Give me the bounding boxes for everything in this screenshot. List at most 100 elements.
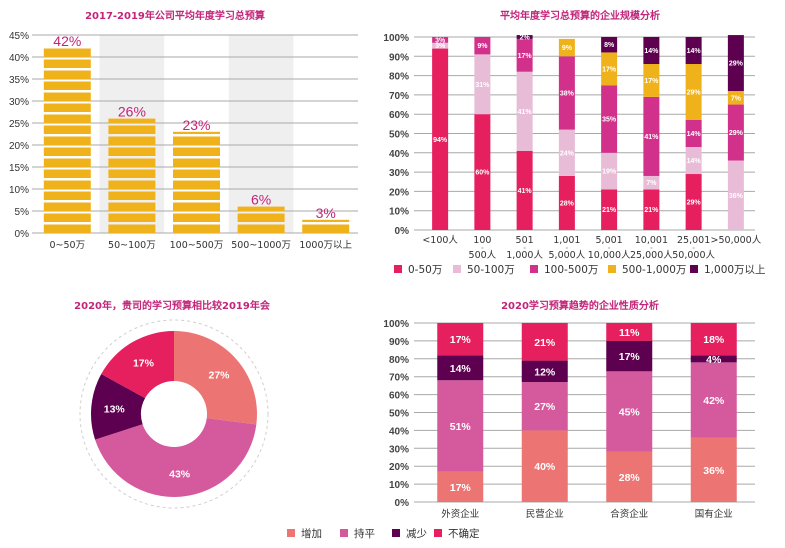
y-tick-label: 90% xyxy=(389,337,409,348)
data-label: 14% xyxy=(450,363,472,375)
data-label: 17% xyxy=(450,482,472,494)
legend-label: 增加 xyxy=(301,527,322,540)
data-label: 26% xyxy=(118,104,146,120)
bar-stripe xyxy=(173,180,220,189)
donut-slice xyxy=(95,418,257,497)
bar-stripe xyxy=(43,180,91,189)
bar-stripe xyxy=(302,224,350,233)
bar-stripe xyxy=(43,169,91,178)
x-tick-label: 5,001 xyxy=(596,235,623,246)
y-tick-label: 70% xyxy=(389,91,409,102)
data-label: 21% xyxy=(602,207,617,214)
bar-stripe xyxy=(43,48,91,57)
x-tick-label: 25,001 xyxy=(677,235,710,246)
y-tick-label: 90% xyxy=(389,52,409,63)
data-label: 38% xyxy=(560,90,575,97)
bar-segment xyxy=(601,85,618,153)
data-label: 3% xyxy=(316,205,336,221)
bar-0 xyxy=(43,48,91,233)
stacked-bar-6: 29% 14% 14% 29% 14% xyxy=(685,37,702,230)
y-tick-label: 50% xyxy=(389,409,409,420)
donut-slice xyxy=(91,374,146,440)
x-tick-label: 1,000人 xyxy=(506,250,543,261)
bar-segment xyxy=(685,174,702,230)
y-tick-label: 40% xyxy=(389,149,409,160)
bar-segment xyxy=(521,430,568,502)
bar-segment xyxy=(516,150,533,230)
data-label: 14% xyxy=(687,158,702,165)
x-tick-label: 50,000人 xyxy=(672,250,715,261)
y-tick-label: 40% xyxy=(389,426,409,437)
bar-stripe xyxy=(302,219,350,222)
bars xyxy=(43,48,350,233)
bar-stripe xyxy=(173,202,220,211)
bar-segment xyxy=(601,152,618,190)
data-label: 29% xyxy=(687,200,702,207)
bar-stripe xyxy=(108,136,156,145)
legend-swatch xyxy=(392,529,400,537)
data-label: 17% xyxy=(450,334,472,346)
chart-company-type-trend: 2020学习预算趋势的企业性质分析 0% 10% 20% 30% 40% 50% 60% 70… xyxy=(287,299,755,540)
chart-title: 2020学习预算趋势的企业性质分析 xyxy=(501,299,659,312)
bar-stripe xyxy=(173,213,220,222)
bar-segment xyxy=(643,96,660,176)
bar-stripe xyxy=(108,147,156,156)
bar-stripe xyxy=(108,118,156,123)
data-label: 28% xyxy=(619,472,641,484)
stacked-bars: 94% 3%3% 60% 31% 9% 41% 41% 17% 2% 28% 24% 38% 9% 21%… xyxy=(432,35,744,230)
bar-stripe xyxy=(43,147,91,156)
bar-segment xyxy=(437,380,484,472)
bar-segment xyxy=(685,37,702,65)
bar-segment xyxy=(437,471,484,502)
legend-label: 100-500万 xyxy=(544,264,598,276)
y-tick-label: 20% xyxy=(389,462,409,473)
data-label: 11% xyxy=(619,327,640,339)
y-tick-label: 10% xyxy=(9,185,29,196)
stacked-bar-1: 40% 27% 12% 21% xyxy=(521,323,568,502)
bar-segment xyxy=(521,360,568,383)
x-tick-label: 501 xyxy=(516,235,534,246)
bar-stripe xyxy=(108,213,156,222)
legend-label: 1,000万以上 xyxy=(704,264,766,276)
legend-label: 0-50万 xyxy=(408,264,442,276)
data-labels: 42% 26% 23% 6% 3% xyxy=(53,33,336,221)
bar-stripe xyxy=(43,70,91,79)
y-tick-label: 100% xyxy=(383,33,409,44)
legend-swatch xyxy=(434,529,442,537)
stacked-bar-7: 36% 29% 7% 29% xyxy=(727,35,744,230)
data-label: 31% xyxy=(475,82,490,89)
data-label: 29% xyxy=(687,90,702,97)
y-tick-label: 50% xyxy=(389,130,409,141)
bar-stripe xyxy=(108,224,156,233)
y-axis-ticks: 0% 10% 20% 30% 40% 50% 60% 70% 80% 90% 100% xyxy=(383,33,409,237)
x-tick-label: 100~500万 xyxy=(170,240,224,251)
y-tick-label: 80% xyxy=(389,355,409,366)
data-label: 29% xyxy=(729,61,744,68)
data-label: 36% xyxy=(703,465,725,477)
bar-segment xyxy=(606,323,653,341)
bar-stripe xyxy=(43,191,91,200)
bar-stripe xyxy=(108,180,156,189)
y-tick-label: 0% xyxy=(15,229,30,240)
legend-label: 不确定 xyxy=(448,527,480,540)
data-label: 17% xyxy=(644,78,659,85)
stacked-bar-2: 41% 41% 17% 2% xyxy=(516,35,533,230)
data-label: 9% xyxy=(477,43,488,50)
bar-segment xyxy=(727,91,744,105)
y-tick-label: 20% xyxy=(389,187,409,198)
data-label: 45% xyxy=(619,407,641,419)
stacked-bars: 17% 51% 14% 17% 40% 27% 12% 21% 28% 45% 17% 11% 36% 4… xyxy=(437,323,737,502)
donut-slice xyxy=(101,331,174,399)
bar-stripe xyxy=(43,158,91,167)
data-label: 43% xyxy=(169,469,191,481)
data-label: 36% xyxy=(729,193,744,200)
bar-segment xyxy=(474,37,491,55)
dashed-ring xyxy=(79,319,269,509)
bar-stripe xyxy=(43,114,91,123)
data-label: 17% xyxy=(602,66,617,73)
bar-segment xyxy=(558,56,575,130)
bar-stripe xyxy=(173,131,220,134)
bar-stripe xyxy=(43,92,91,101)
data-label: 27% xyxy=(208,369,230,381)
data-label: 8% xyxy=(604,42,615,49)
